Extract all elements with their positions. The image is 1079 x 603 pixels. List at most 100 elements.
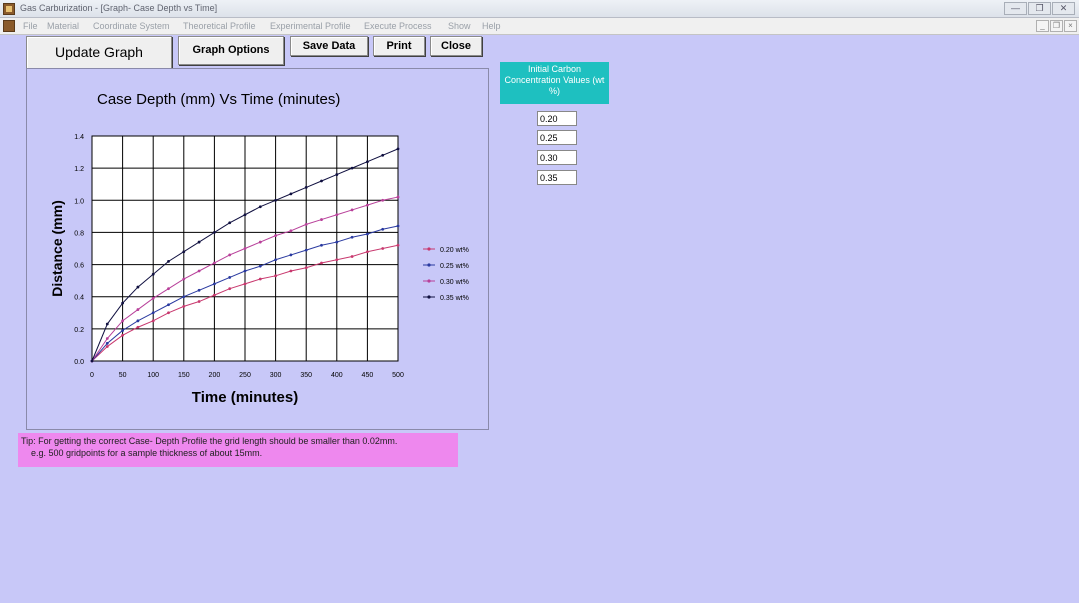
data-point <box>396 147 400 151</box>
x-tick-label: 150 <box>178 372 190 379</box>
legend-label: 0.35 wt% <box>440 295 469 302</box>
data-point <box>289 192 293 196</box>
data-point <box>151 311 155 315</box>
restore-icon[interactable]: ❐ <box>1028 2 1051 15</box>
concentration-input-1[interactable] <box>537 111 577 126</box>
data-point <box>228 253 232 257</box>
tip-box: Tip: For getting the correct Case- Depth… <box>18 433 458 467</box>
minimize-icon[interactable]: — <box>1004 2 1027 15</box>
menu-help[interactable]: Help <box>482 21 501 31</box>
data-point <box>320 179 323 183</box>
data-point <box>289 229 293 233</box>
y-tick-label: 0.2 <box>74 327 84 334</box>
chart-panel: Case Depth (mm) Vs Time (minutes) 0 50 100… <box>26 68 489 430</box>
document-icon[interactable] <box>3 20 15 32</box>
data-point <box>381 247 385 250</box>
x-tick-label: 300 <box>270 372 282 379</box>
legend-marker <box>427 279 431 283</box>
data-point <box>258 277 262 281</box>
data-point <box>350 235 354 239</box>
data-point <box>320 218 323 221</box>
close-button[interactable]: Close <box>430 36 482 56</box>
data-point <box>182 295 186 299</box>
legend-marker <box>427 263 431 267</box>
menu-experimental-profile[interactable]: Experimental Profile <box>270 21 351 31</box>
data-point <box>304 266 308 270</box>
data-point <box>228 221 232 225</box>
menu-bar: File Material Coordinate System Theoreti… <box>0 18 1079 35</box>
x-tick-label: 250 <box>239 372 251 379</box>
data-point <box>167 311 170 315</box>
data-point <box>366 232 369 236</box>
data-point <box>90 359 94 363</box>
data-point <box>151 296 155 300</box>
y-tick-label: 0.6 <box>74 263 84 270</box>
child-minimize-icon[interactable]: _ <box>1036 20 1049 32</box>
menu-show[interactable]: Show <box>448 21 471 31</box>
concentration-header: Initial Carbon Concentration Values (wt … <box>500 62 609 104</box>
data-point <box>105 337 109 340</box>
data-point <box>121 319 124 323</box>
data-point <box>258 240 262 244</box>
concentration-input-2[interactable] <box>537 130 577 145</box>
data-point <box>228 276 232 279</box>
concentration-input-4[interactable] <box>537 170 577 185</box>
data-point <box>182 250 186 254</box>
legend-marker <box>427 247 431 251</box>
data-point <box>105 341 109 345</box>
data-point <box>182 277 186 281</box>
save-data-button[interactable]: Save Data <box>290 36 368 56</box>
data-point <box>105 322 109 326</box>
data-point <box>289 253 293 257</box>
data-point <box>320 261 323 265</box>
menu-coordinate-system[interactable]: Coordinate System <box>93 21 170 31</box>
data-point <box>182 304 186 308</box>
concentration-input-3[interactable] <box>537 150 577 165</box>
data-point <box>136 308 140 311</box>
close-window-icon[interactable]: ✕ <box>1052 2 1075 15</box>
data-point <box>213 293 216 297</box>
x-tick-label: 100 <box>147 372 159 379</box>
child-restore-icon[interactable]: ❐ <box>1050 20 1063 32</box>
data-point <box>304 186 308 189</box>
data-point <box>366 250 369 254</box>
y-tick-label: 1.4 <box>74 134 84 141</box>
data-point <box>381 227 385 231</box>
data-point <box>243 282 247 286</box>
data-point <box>396 243 400 247</box>
chart-title: Case Depth (mm) Vs Time (minutes) <box>97 91 341 108</box>
app-icon <box>3 3 15 15</box>
data-point <box>274 258 277 262</box>
data-point <box>274 198 277 202</box>
data-point <box>381 153 385 157</box>
y-tick-label: 0.4 <box>74 295 84 302</box>
menu-execute-process[interactable]: Execute Process <box>364 21 432 31</box>
data-point <box>243 213 247 217</box>
legend-label: 0.30 wt% <box>440 279 469 286</box>
data-point <box>197 288 201 292</box>
child-close-icon[interactable]: × <box>1064 20 1077 32</box>
x-tick-label: 200 <box>209 372 221 379</box>
legend-label: 0.20 wt% <box>440 247 469 254</box>
data-point <box>197 240 201 244</box>
data-point <box>213 261 216 265</box>
data-point <box>105 345 109 348</box>
graph-options-button[interactable]: Graph Options <box>178 36 284 65</box>
data-point <box>350 208 354 212</box>
menu-material[interactable]: Material <box>47 21 80 31</box>
data-point <box>167 287 170 291</box>
data-point <box>136 285 140 289</box>
print-button[interactable]: Print <box>373 36 425 56</box>
x-tick-label: 350 <box>300 372 312 379</box>
update-graph-button[interactable]: Update Graph <box>26 36 172 69</box>
menu-theoretical-profile[interactable]: Theoretical Profile <box>183 21 256 31</box>
menu-file[interactable]: File <box>23 21 38 31</box>
data-point <box>274 234 277 238</box>
data-point <box>396 195 400 199</box>
data-point <box>320 243 323 247</box>
legend-marker <box>427 295 431 299</box>
data-point <box>121 333 124 337</box>
data-point <box>167 303 170 307</box>
data-point <box>243 247 247 250</box>
data-point <box>213 282 216 286</box>
